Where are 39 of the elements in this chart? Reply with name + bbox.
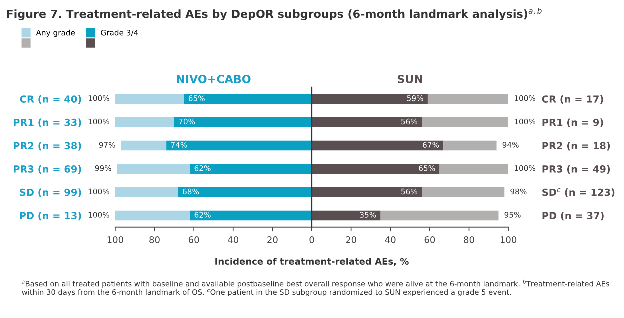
bar xyxy=(117,164,190,174)
bar xyxy=(115,210,190,221)
bar xyxy=(115,118,174,128)
y-tick-label: SD$^{c}$ (n = 123) xyxy=(542,188,615,198)
x-tick-label: 60 xyxy=(424,236,436,244)
bar xyxy=(422,187,505,198)
x-tick-label: 20 xyxy=(268,236,278,244)
bar xyxy=(440,164,509,174)
y-tick-label: PD (n = 13) xyxy=(20,212,82,221)
y-tick-label: PR3 (n = 49) xyxy=(542,165,610,174)
x-tick-label: 40 xyxy=(385,236,396,244)
y-tick-label: CR (n = 40) xyxy=(20,95,82,104)
x-axis-title: Incidence of treatment-related AEs, % xyxy=(216,258,409,266)
x-tick-label: 100 xyxy=(108,236,124,244)
y-tick-label: PR1 (n = 33) xyxy=(14,118,82,128)
bar xyxy=(380,210,499,221)
bar xyxy=(428,94,509,104)
x-tick-label: 80 xyxy=(464,236,474,244)
y-tick-label: PD (n = 37) xyxy=(542,212,604,221)
y-tick-label: PR2 (n = 18) xyxy=(542,142,610,151)
chart-title: Figure 7. Treatment-related AEs by DepOR subgroups (6-month landmark analysis)$^{a,b}$ xyxy=(7,8,542,21)
y-tick-label: PR3 (n = 69) xyxy=(14,165,82,174)
chart-subtitle: NIVO+CABO xyxy=(177,75,251,84)
bar xyxy=(422,118,509,128)
bar xyxy=(115,94,184,104)
bar xyxy=(121,140,167,151)
y-tick-label: PR1 (n = 9) xyxy=(542,118,604,128)
x-tick-label: 60 xyxy=(188,236,200,244)
x-tick-label: 80 xyxy=(150,236,160,244)
x-tick-label: 20 xyxy=(346,236,356,244)
y-tick-label: SD (n = 99) xyxy=(20,188,82,198)
bar xyxy=(115,187,178,198)
x-tick-label: 100 xyxy=(500,236,517,244)
x-tick-label: 0 xyxy=(310,236,314,244)
chart-subtitle: SUN xyxy=(398,75,422,84)
bar xyxy=(444,140,497,151)
y-tick-label: CR (n = 17) xyxy=(542,95,604,104)
y-tick-label: PR2 (n = 38) xyxy=(14,142,82,151)
x-tick-label: 40 xyxy=(228,236,239,244)
